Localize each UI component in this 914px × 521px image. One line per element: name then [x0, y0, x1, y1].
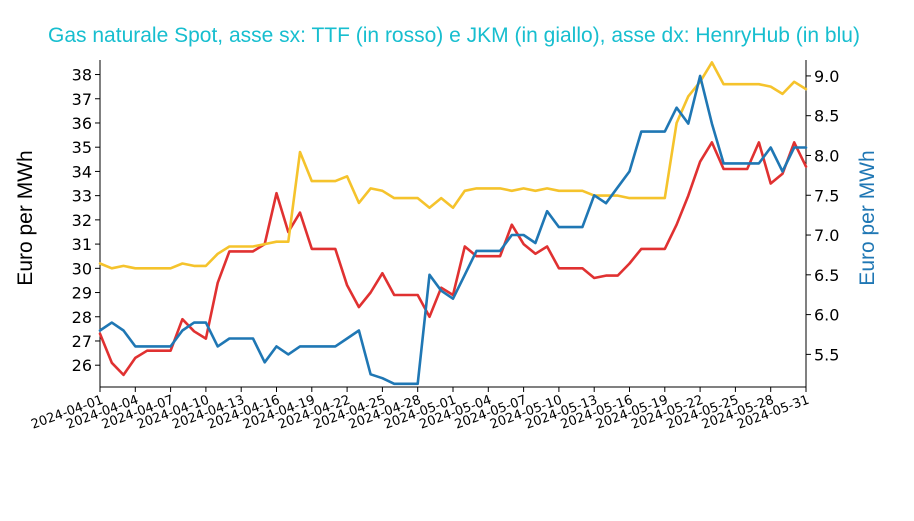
right-tick-label: 6.5: [814, 266, 839, 285]
left-tick-label: 26: [72, 356, 92, 375]
right-tick-label: 8.5: [814, 107, 839, 126]
series-line-jkm: [98, 61, 808, 270]
left-tick-label: 30: [72, 259, 92, 278]
left-tick-label: 27: [72, 332, 92, 351]
right-tick-label: 7.5: [814, 186, 839, 205]
left-axis-ticks: 26 27 28 29 30 31 32 33 34 35 36 37 38: [72, 66, 100, 375]
left-tick-label: 32: [72, 211, 92, 230]
left-tick-label: 38: [72, 66, 92, 85]
series-line-henryhub: [98, 74, 808, 386]
chart-title: Gas naturale Spot, asse sx: TTF (in ross…: [48, 24, 860, 47]
left-tick-label: 33: [72, 187, 92, 206]
left-tick-label: 29: [72, 284, 92, 303]
series-line-ttf: [98, 141, 808, 377]
right-tick-label: 6.0: [814, 306, 839, 325]
right-axis-label: Euro per MWh: [856, 150, 879, 285]
left-tick-label: 28: [72, 308, 92, 327]
right-tick-label: 5.5: [814, 345, 839, 364]
x-axis-ticks: 2024-04-012024-04-042024-04-072024-04-10…: [29, 387, 811, 433]
series-lines: [98, 61, 808, 386]
right-tick-label: 7.0: [814, 226, 839, 245]
left-tick-label: 31: [72, 235, 92, 254]
left-tick-label: 34: [72, 162, 92, 181]
left-axis-label: Euro per MWh: [14, 150, 37, 285]
right-tick-label: 9.0: [814, 67, 839, 86]
left-tick-label: 35: [72, 138, 92, 157]
left-tick-label: 37: [72, 90, 92, 109]
left-tick-label: 36: [72, 114, 92, 133]
right-tick-label: 8.0: [814, 146, 839, 165]
right-axis-ticks: 5.5 6.0 6.5 7.0 7.5 8.0 8.5 9.0: [806, 67, 839, 364]
